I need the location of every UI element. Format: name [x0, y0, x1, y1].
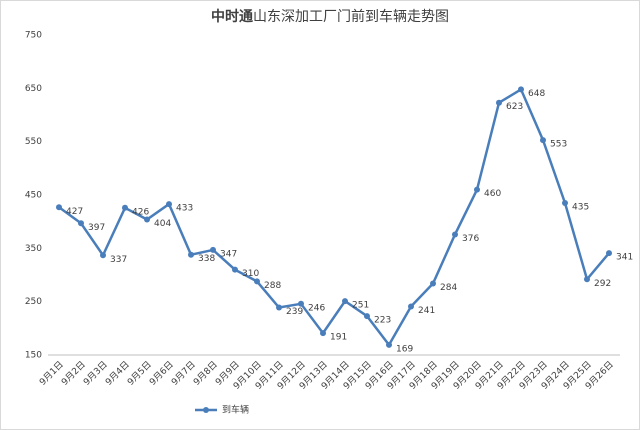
data-point: [56, 204, 62, 211]
data-label: 376: [462, 234, 479, 244]
data-label: 347: [220, 249, 237, 259]
data-point: [210, 246, 216, 253]
data-point: [540, 137, 546, 144]
data-label: 553: [550, 140, 567, 150]
data-label: 241: [418, 306, 435, 316]
legend-label: 到车辆: [222, 404, 249, 416]
data-label: 310: [242, 269, 259, 279]
data-label: 397: [88, 223, 105, 233]
data-point: [298, 300, 304, 307]
data-label: 246: [308, 303, 325, 313]
y-tick-label: 350: [25, 244, 42, 254]
data-point: [496, 99, 502, 106]
data-label: 251: [352, 301, 369, 311]
data-label: 288: [264, 281, 281, 291]
data-label: 239: [286, 307, 303, 317]
data-point: [518, 86, 524, 93]
data-point: [320, 330, 326, 337]
data-label: 337: [110, 255, 127, 265]
data-point: [606, 250, 612, 257]
data-point: [584, 276, 590, 283]
data-point: [452, 231, 458, 238]
data-point: [474, 186, 480, 193]
data-point: [276, 304, 282, 311]
data-point: [562, 200, 568, 206]
data-point: [232, 266, 238, 273]
data-point: [386, 341, 392, 348]
legend-marker: [203, 407, 209, 413]
data-point: [408, 303, 414, 310]
data-point: [254, 278, 260, 285]
data-label: 623: [506, 102, 523, 112]
data-point: [430, 280, 436, 287]
series-line: [58, 87, 610, 348]
data-point: [122, 204, 128, 211]
data-label: 426: [132, 207, 149, 217]
title-text: 山东深加工厂门前到车辆走势图: [253, 8, 449, 25]
data-label: 460: [484, 189, 501, 199]
data-label: 427: [66, 207, 83, 217]
y-tick-label: 450: [25, 191, 42, 201]
data-label: 341: [616, 253, 633, 263]
data-point: [364, 313, 370, 320]
data-label: 433: [176, 204, 193, 214]
data-label: 435: [572, 203, 589, 213]
chart-title: 中时通山东深加工厂门前到车辆走势图: [211, 8, 449, 25]
y-tick-label: 250: [25, 297, 42, 307]
data-point: [342, 298, 348, 305]
data-label: 338: [198, 254, 215, 264]
y-tick-label: 150: [25, 351, 42, 361]
data-point: [78, 220, 84, 227]
data-label: 223: [374, 316, 391, 326]
data-label: 292: [594, 279, 611, 289]
data-label: 284: [440, 283, 457, 293]
title-brand: 中时通: [211, 8, 253, 25]
data-point: [144, 216, 150, 223]
data-label: 191: [330, 333, 347, 343]
data-point: [166, 201, 172, 208]
y-tick-label: 750: [25, 31, 42, 41]
data-label: 648: [528, 89, 545, 99]
y-tick-label: 650: [25, 84, 42, 94]
data-point: [100, 252, 106, 259]
y-tick-label: 550: [25, 137, 42, 147]
data-point: [188, 251, 194, 258]
data-label: 169: [396, 344, 413, 354]
data-label: 404: [154, 219, 171, 229]
